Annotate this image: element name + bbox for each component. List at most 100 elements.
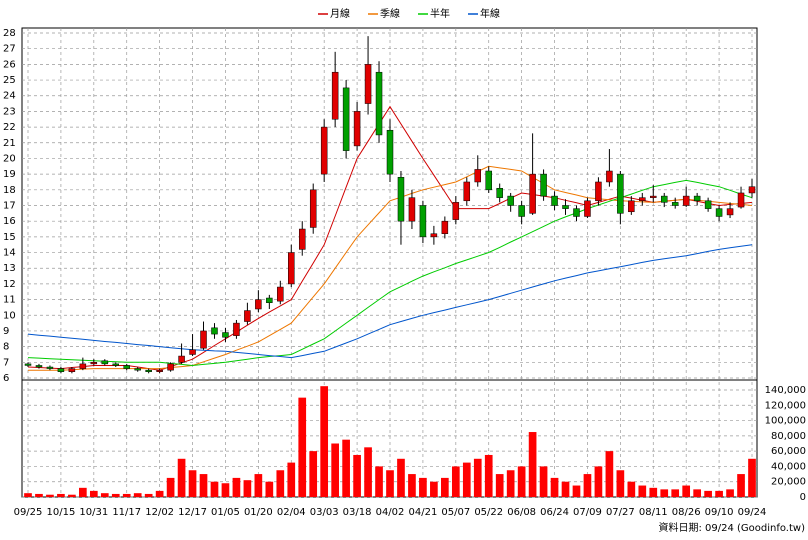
candle-body: [46, 366, 54, 369]
candle-body: [408, 197, 416, 222]
candle-body: [309, 189, 317, 228]
volume-bar: [221, 483, 230, 497]
y-tick-label: 16: [3, 216, 16, 227]
volume-bar: [199, 474, 208, 497]
volume-tick-label: 140,000: [765, 385, 806, 396]
candle-body: [595, 181, 602, 202]
volume-bar: [276, 470, 285, 497]
volume-bar: [704, 490, 712, 497]
candle-body: [255, 299, 262, 310]
candle-body: [660, 195, 668, 203]
volume-bar: [364, 447, 372, 497]
volume-tick-label: 120,000: [765, 400, 806, 411]
volume-bar: [68, 494, 76, 497]
volume-bar: [24, 493, 32, 497]
candle-body: [200, 330, 207, 349]
x-tick-label: 09/25: [14, 507, 43, 518]
legend-label: 半年: [430, 7, 450, 20]
y-tick-label: 24: [3, 91, 16, 102]
candle-body: [189, 349, 196, 355]
x-tick-label: 09/10: [705, 507, 734, 518]
y-tick-label: 6: [3, 373, 9, 384]
candle-body: [101, 360, 109, 365]
y-tick-label: 20: [3, 153, 16, 164]
volume-bar: [309, 451, 318, 497]
volume-bar: [35, 493, 43, 497]
volume-bar: [79, 487, 87, 497]
volume-bar: [550, 477, 559, 497]
x-tick-label: 01/20: [244, 507, 273, 518]
y-tick-label: 10: [3, 310, 16, 321]
volume-bar: [232, 477, 241, 497]
candle-body: [298, 228, 306, 250]
candle-body: [79, 363, 87, 369]
candle-body: [496, 188, 503, 198]
volume-bar: [265, 481, 274, 497]
volume-bar: [254, 474, 263, 497]
candle-body: [419, 205, 427, 238]
candle-body: [233, 322, 240, 336]
candle-body: [584, 200, 591, 217]
volume-bar: [682, 485, 691, 497]
x-tick-label: 06/08: [507, 507, 536, 518]
volume-bar: [298, 397, 307, 497]
candle-body: [463, 181, 471, 202]
volume-bar: [539, 466, 548, 497]
candle-body: [441, 220, 449, 234]
candle-body: [562, 205, 569, 209]
candle-body: [156, 369, 163, 372]
candle-body: [222, 332, 229, 338]
candle-body: [353, 111, 361, 147]
volume-bar: [111, 493, 120, 497]
candle-body: [167, 363, 174, 371]
volume-tick-label: 20,000: [771, 477, 806, 488]
candle-body: [178, 355, 185, 363]
candle-body: [693, 195, 701, 202]
y-tick-label: 21: [3, 138, 16, 149]
candle-body: [628, 200, 635, 213]
candle-body: [24, 363, 32, 366]
volume-tick-label: 100,000: [765, 416, 806, 427]
volume-bar: [89, 490, 98, 497]
volume-bar: [572, 485, 581, 497]
x-tick-label: 11/17: [112, 507, 141, 518]
volume-bar: [441, 477, 449, 497]
candle-body: [540, 173, 547, 197]
volume-bar: [353, 454, 361, 497]
volume-bar: [100, 493, 109, 497]
volume-bar: [57, 493, 65, 497]
y-tick-label: 18: [3, 185, 16, 196]
candle-body: [573, 208, 580, 217]
volume-bar: [726, 489, 734, 497]
ma-line: [27, 244, 753, 359]
candle-body: [507, 195, 514, 206]
candle-body: [342, 87, 350, 151]
volume-bar: [671, 489, 680, 497]
volume-bar: [605, 451, 614, 497]
x-tick-label: 06/24: [540, 507, 569, 518]
footnote: 資料日期: 09/24 (Goodinfo.tw): [658, 521, 805, 534]
x-tick-label: 10/31: [79, 507, 108, 518]
candle-body: [551, 195, 558, 206]
x-tick-label: 03/18: [343, 507, 372, 518]
y-tick-label: 27: [3, 44, 16, 55]
volume-bar: [638, 485, 647, 497]
candle-body: [134, 368, 141, 371]
volume-tick-label: 0: [800, 492, 806, 503]
volume-bar: [342, 439, 350, 497]
volume-tick-label: 40,000: [771, 461, 806, 472]
candle-body: [485, 170, 492, 191]
volume-bar: [397, 458, 405, 497]
volume-bar: [144, 493, 153, 497]
candle-body: [331, 71, 339, 120]
volume-bar: [715, 490, 723, 497]
candle-body: [145, 369, 152, 372]
volume-bar: [331, 443, 339, 497]
candle-body: [452, 202, 460, 220]
legend-label: 年線: [480, 7, 500, 20]
volume-bar: [495, 474, 504, 497]
volume-bar: [386, 470, 394, 497]
candle-body: [123, 365, 130, 369]
candle-body: [277, 286, 284, 302]
